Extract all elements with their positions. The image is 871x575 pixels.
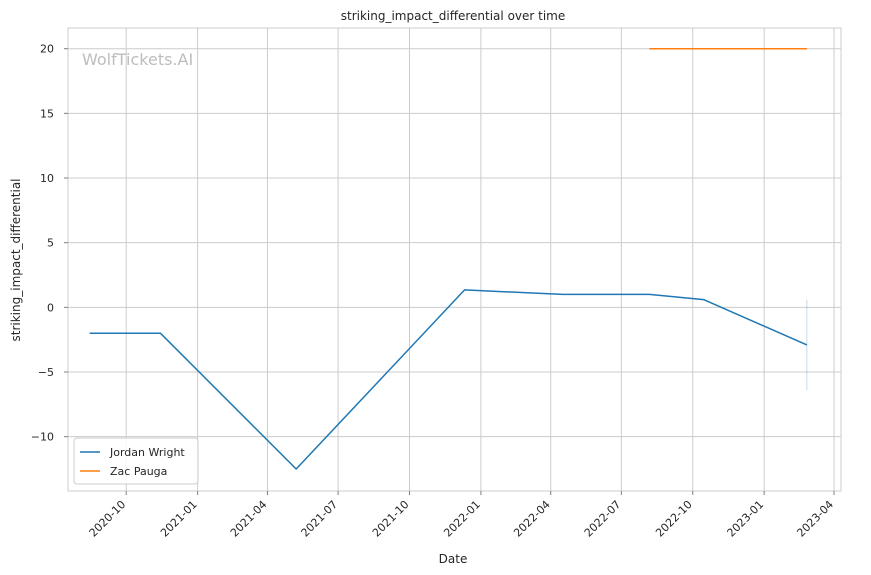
x-tick-label: 2022-07 [582,498,624,540]
x-tick-label: 2021-01 [158,498,200,540]
y-axis-ticks: −10 −5 0 5 10 15 20 [31,43,68,444]
grid [68,28,841,491]
legend-box [73,437,199,485]
x-tick-label: 2023-04 [794,498,836,540]
x-tick-label: 2022-01 [441,498,483,540]
legend-label: Zac Pauga [110,465,167,478]
plot-background [68,28,841,491]
chart-title: striking_impact_differential over time [341,9,566,23]
x-tick-label: 2022-04 [511,498,553,540]
y-tick-label: 10 [40,172,54,185]
y-tick-label: 5 [47,237,54,250]
watermark: WolfTickets.AI [82,50,193,69]
series-layer [89,47,808,470]
plot-frame [67,27,842,492]
y-tick-label: −10 [31,431,54,444]
y-axis-label: striking_impact_differential [9,178,23,341]
x-tick-label: 2021-04 [228,498,270,540]
x-tick-label: 2022-10 [653,498,695,540]
x-tick-label: 2020-10 [87,498,129,540]
legend: Jordan Wright Zac Pauga [73,437,199,485]
x-tick-label: 2021-10 [370,498,412,540]
y-tick-label: 15 [40,107,54,120]
y-tick-label: −5 [38,366,54,379]
x-tick-label: 2021-07 [299,498,341,540]
series-line-jordan-wright [89,289,808,470]
y-tick-label: 20 [40,43,54,56]
y-tick-label: 0 [47,301,54,314]
x-tick-label: 2023-01 [725,498,767,540]
x-axis-ticks: 2020-10 2021-01 2021-04 2021-07 2021-10 2022-… [87,491,836,540]
x-axis-label: Date [439,552,468,566]
legend-label: Jordan Wright [109,446,185,459]
